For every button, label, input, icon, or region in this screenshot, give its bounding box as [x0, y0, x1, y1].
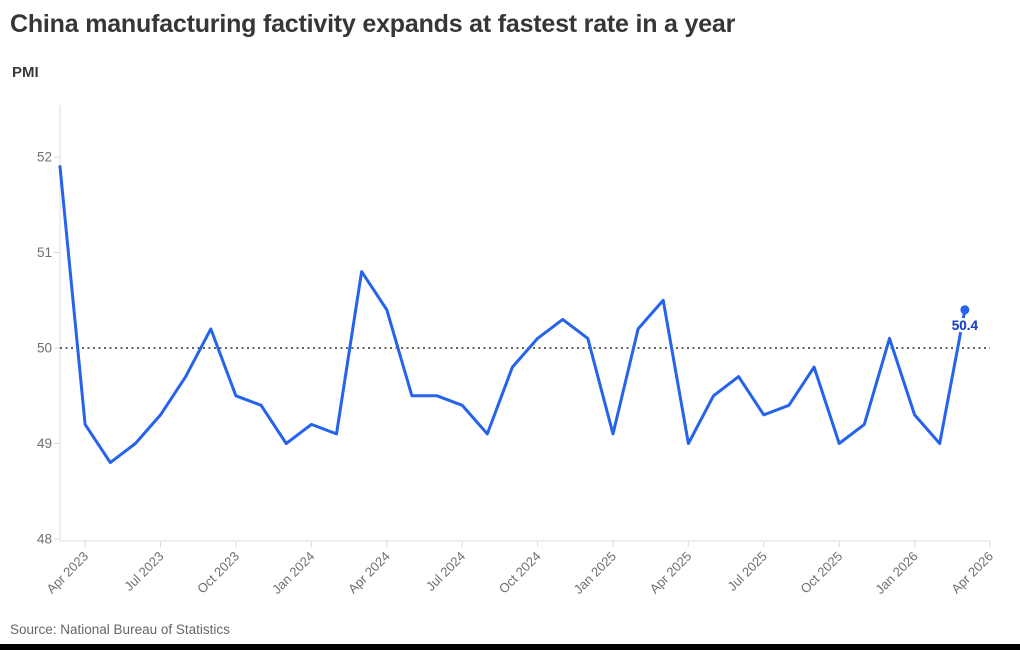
x-tick-label: Oct 2025 [797, 549, 845, 597]
x-tick-label: Apr 2023 [43, 549, 91, 597]
y-tick-label: 49 [37, 436, 52, 451]
x-tick-label: Jan 2026 [872, 549, 920, 597]
x-tick-label: Apr 2026 [948, 549, 996, 597]
y-tick-label: 50 [37, 341, 52, 356]
latest-point-dot [960, 305, 970, 315]
y-tick-label: 48 [37, 532, 52, 547]
x-tick-label: Oct 2023 [194, 549, 242, 597]
latest-value-label: 50.4 [952, 318, 979, 333]
source-attribution: Source: National Bureau of Statistics [10, 622, 230, 637]
pmi-line [58, 165, 967, 465]
x-tick-label: Jan 2025 [571, 549, 619, 597]
latest-value-label-halo: 50.4 [952, 318, 979, 333]
y-tick-label: 51 [37, 245, 52, 260]
x-tick-label: Jul 2024 [423, 549, 468, 594]
x-tick-label: Jan 2024 [269, 549, 317, 597]
unit-label: PMI [12, 64, 39, 81]
x-tick-label: Jul 2025 [725, 549, 770, 594]
chart-title: China manufacturing factivity expands at… [10, 10, 736, 38]
x-tick-label: Oct 2024 [496, 549, 544, 597]
x-tick-label: Jul 2023 [121, 549, 166, 594]
y-tick-label: 52 [37, 150, 52, 165]
x-tick-label: Apr 2025 [647, 549, 695, 597]
x-tick-label: Apr 2024 [345, 549, 393, 597]
bottom-bar [0, 644, 1020, 650]
